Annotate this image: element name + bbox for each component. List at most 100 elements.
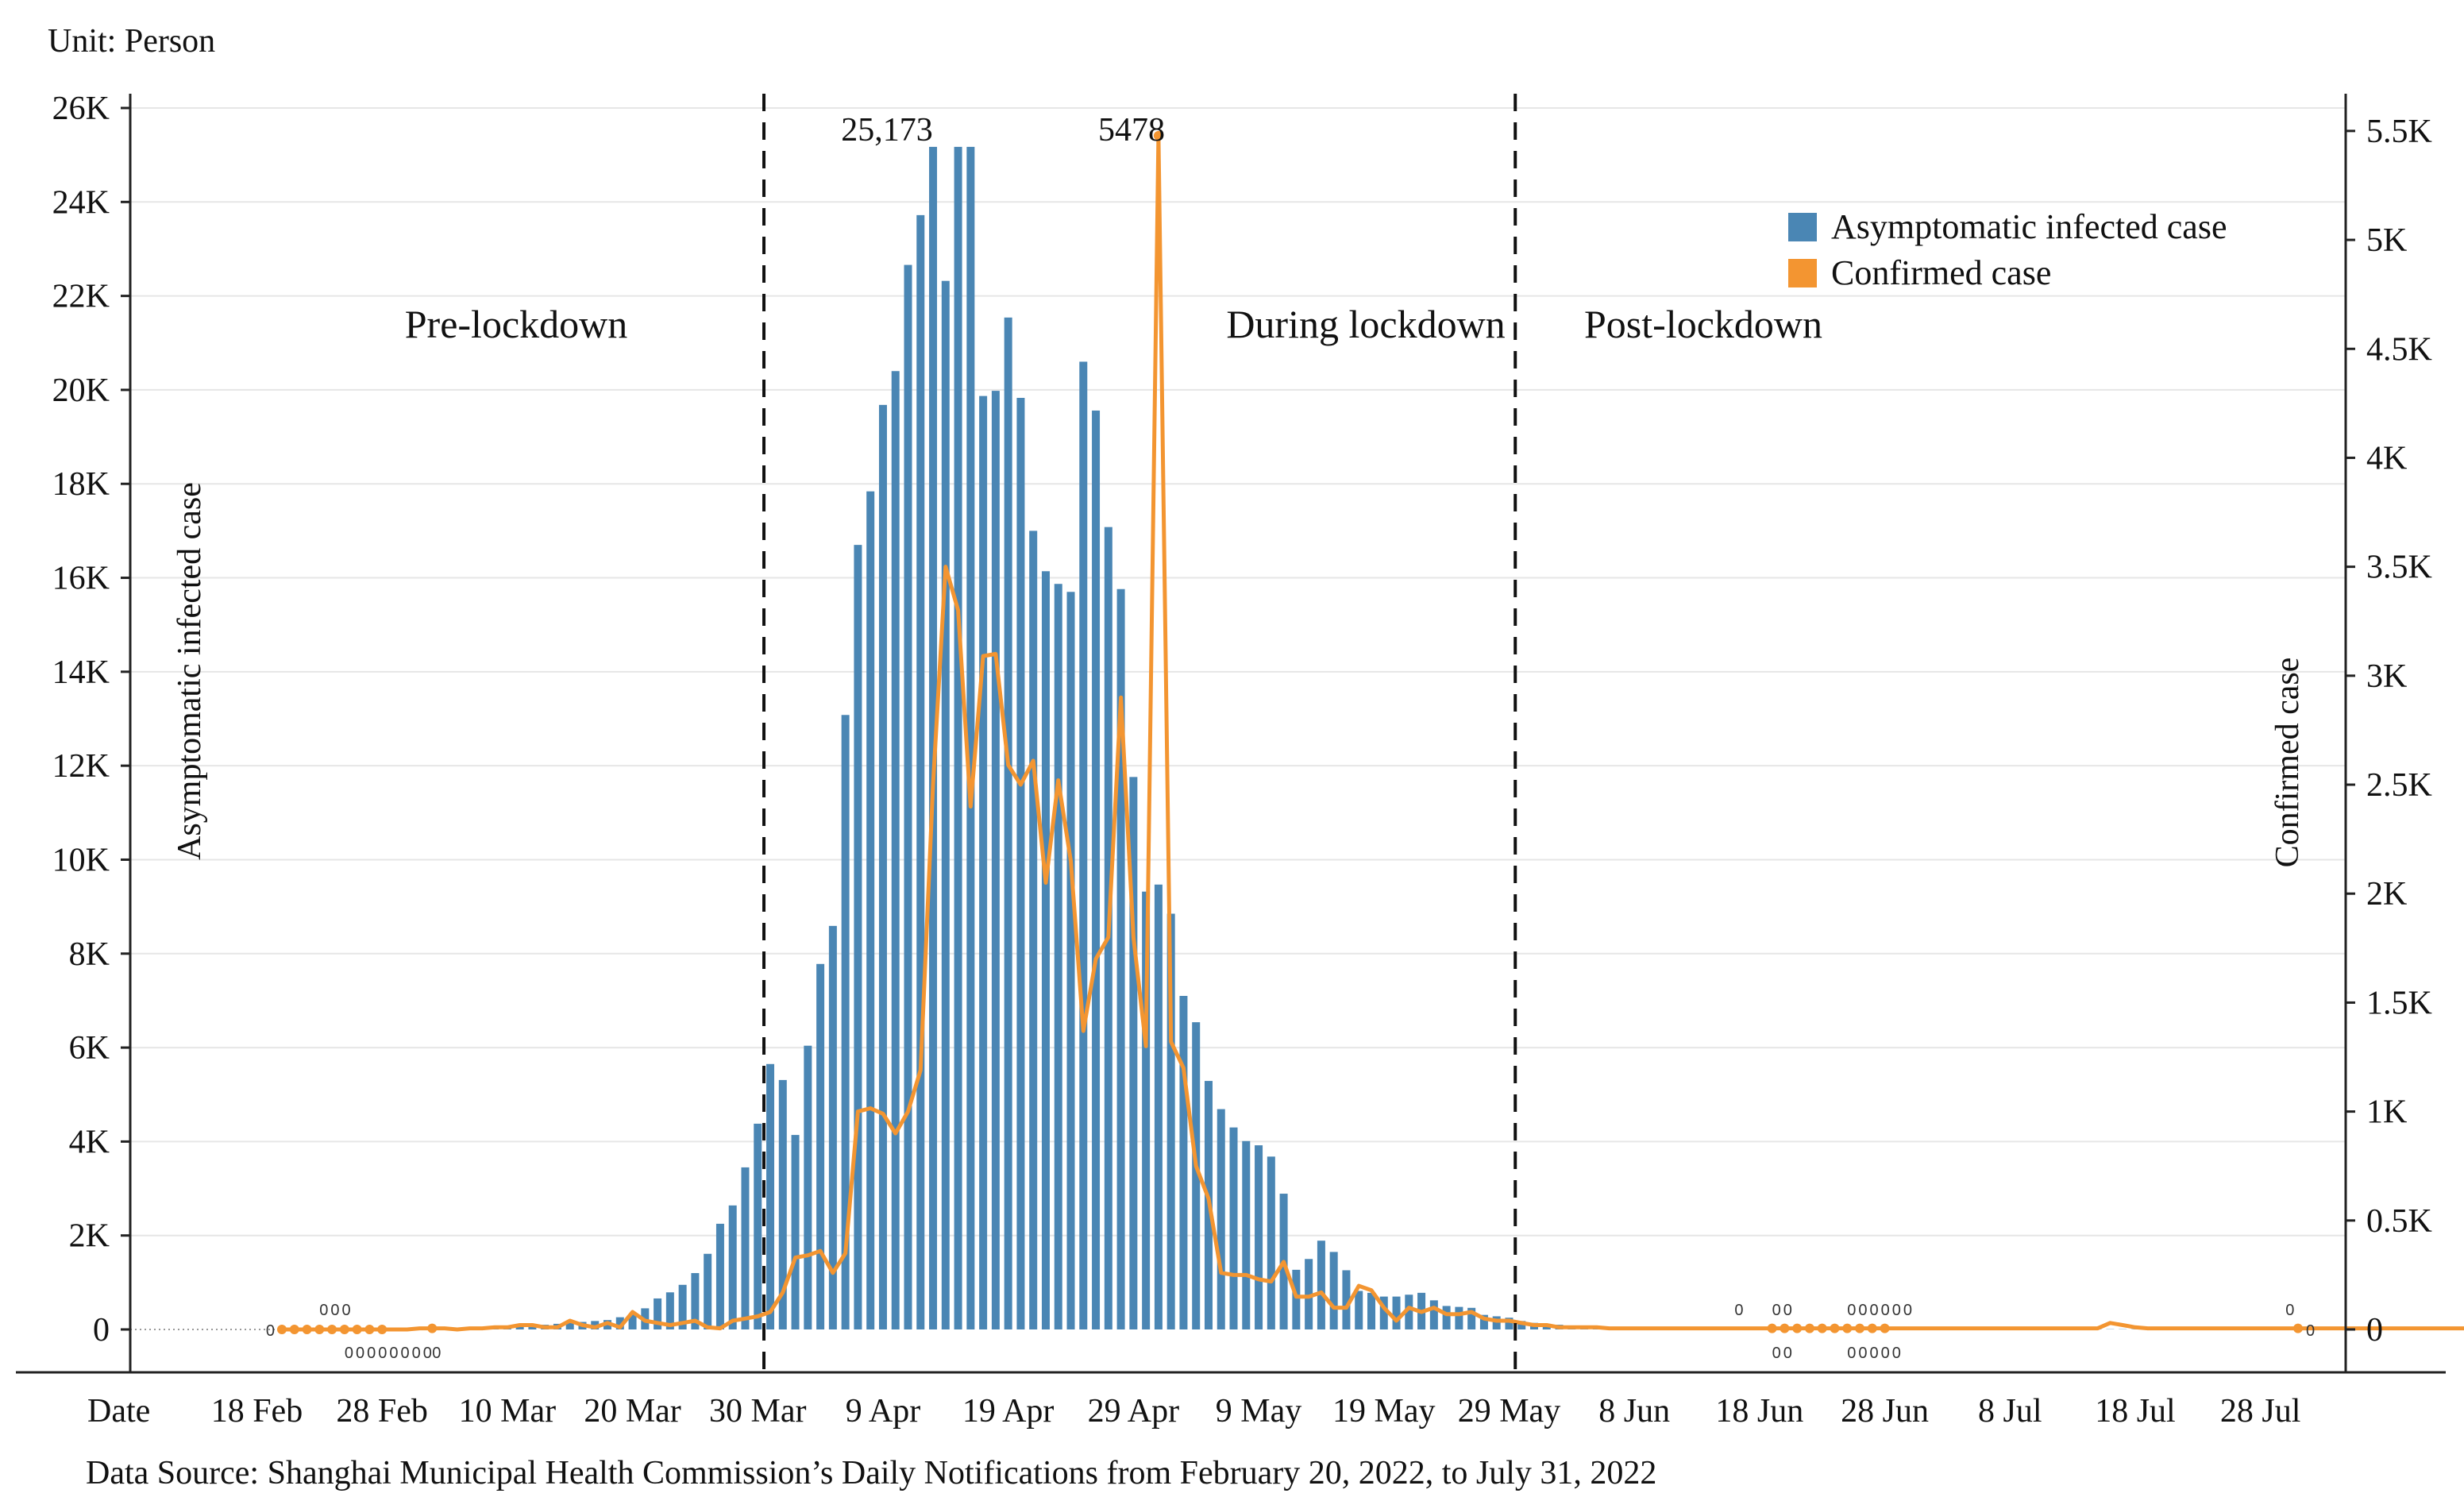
confirmed-point <box>1880 1323 1890 1333</box>
x-tick-label: 9 May <box>1216 1393 1302 1430</box>
left-tick-label: 24K <box>52 184 110 221</box>
asymptomatic-bar <box>1317 1241 1325 1329</box>
zero-label: 0 <box>2306 1322 2317 1340</box>
asymptomatic-bar <box>715 1223 724 1329</box>
confirmed-point <box>427 1323 438 1333</box>
confirmed-point <box>277 1325 287 1334</box>
x-tick-label: 19 May <box>1332 1393 1436 1430</box>
asymptomatic-bar <box>816 963 825 1329</box>
asymptomatic-bar <box>1029 531 1038 1329</box>
right-tick-label: 4.5K <box>2366 331 2432 368</box>
asymptomatic-bar <box>704 1253 712 1329</box>
confirmed-point <box>1767 1323 1777 1333</box>
asymptomatic-bar <box>1492 1316 1501 1329</box>
legend-swatch-confirmed <box>1788 259 1817 287</box>
asymptomatic-bar <box>654 1298 662 1329</box>
asymptomatic-bar <box>904 264 912 1329</box>
right-axis-title: Confirmed case <box>2269 658 2306 868</box>
asymptomatic-bar <box>778 1079 787 1329</box>
confirmed-point <box>1830 1323 1840 1333</box>
asymptomatic-bar <box>766 1063 775 1329</box>
asymptomatic-bar <box>1367 1292 1375 1329</box>
unit-label: Unit: Person <box>48 23 215 60</box>
confirmed-point <box>1817 1323 1827 1333</box>
asymptomatic-bar <box>665 1292 674 1329</box>
left-tick-label: 16K <box>52 561 110 597</box>
asymptomatic-bar <box>1305 1259 1313 1329</box>
asymptomatic-bar <box>728 1205 737 1329</box>
asymptomatic-bar <box>1166 913 1175 1329</box>
x-tick-label: 19 Apr <box>962 1393 1055 1430</box>
phase-label: During lockdown <box>1226 302 1505 346</box>
asymptomatic-bar <box>966 146 975 1330</box>
asymptomatic-bar <box>929 146 938 1330</box>
asymptomatic-bar <box>1242 1140 1251 1329</box>
phase-label: Pre-lockdown <box>405 302 628 346</box>
confirmed-peak-point <box>1153 130 1163 141</box>
confirmed-point <box>1867 1323 1877 1333</box>
x-tick-label: 30 Mar <box>709 1393 806 1430</box>
asymptomatic-bar <box>1041 571 1050 1329</box>
asymptomatic-bar <box>1342 1270 1351 1329</box>
right-tick-label: 2.5K <box>2366 767 2432 804</box>
confirmed-point <box>377 1325 388 1334</box>
asymptomatic-bar <box>1142 891 1151 1329</box>
right-tick-label: 5K <box>2366 222 2407 259</box>
right-tick-label: 0.5K <box>2366 1203 2432 1240</box>
asymptomatic-bar <box>1004 317 1012 1329</box>
asymptomatic-bar <box>1255 1145 1263 1329</box>
left-tick-label: 8K <box>69 936 110 973</box>
asymptomatic-bar <box>1116 588 1125 1329</box>
asymptomatic-bar <box>1129 777 1138 1329</box>
confirmed-point <box>1780 1323 1790 1333</box>
asymptomatic-bar <box>1092 410 1101 1330</box>
asymptomatic-bar <box>515 1325 524 1329</box>
right-tick-label: 1K <box>2366 1094 2407 1131</box>
left-tick-label: 4K <box>69 1124 110 1160</box>
asymptomatic-bar <box>565 1322 574 1329</box>
left-axis-title: Asymptomatic infected case <box>172 482 208 860</box>
x-tick-label: 9 Apr <box>846 1393 921 1430</box>
asymptomatic-bar <box>691 1273 700 1329</box>
confirmed-point <box>339 1325 349 1334</box>
asymptomatic-bar <box>528 1325 537 1329</box>
asymptomatic-bar <box>891 371 900 1330</box>
legend-label-confirmed: Confirmed case <box>1831 253 2051 292</box>
asymptomatic-bar <box>841 715 850 1329</box>
confirmed-point <box>352 1325 362 1334</box>
asymptomatic-bar <box>878 404 887 1329</box>
x-tick-label: 29 May <box>1458 1393 1561 1430</box>
zero-label: 000 <box>319 1302 353 1319</box>
left-tick-label: 0 <box>93 1312 110 1349</box>
asymptomatic-bar <box>1442 1306 1451 1329</box>
confirmed-point <box>302 1325 312 1334</box>
data-source-note: Data Source: Shanghai Municipal Health C… <box>86 1455 1656 1491</box>
peak-asymptomatic-label: 25,173 <box>841 112 933 149</box>
x-tick-label: 28 Jul <box>2220 1393 2301 1430</box>
zero-label: 0 <box>2285 1302 2296 1319</box>
asymptomatic-bar <box>1455 1306 1463 1329</box>
asymptomatic-bar <box>954 146 962 1330</box>
confirmed-point <box>364 1325 375 1334</box>
phase-label: Post-lockdown <box>1584 302 1822 346</box>
left-tick-label: 26K <box>52 91 110 127</box>
left-tick-label: 14K <box>52 654 110 691</box>
asymptomatic-bar <box>1179 996 1188 1329</box>
right-tick-label: 2K <box>2366 876 2407 913</box>
zero-label: 0 <box>1734 1302 1745 1319</box>
asymptomatic-bar <box>1405 1295 1413 1329</box>
right-tick-label: 4K <box>2366 440 2407 477</box>
asymptomatic-bar <box>1479 1314 1488 1329</box>
left-tick-label: 12K <box>52 748 110 785</box>
asymptomatic-bar <box>1229 1127 1238 1329</box>
asymptomatic-bar <box>1054 584 1062 1329</box>
asymptomatic-bar <box>1429 1300 1438 1329</box>
asymptomatic-bar <box>854 545 862 1329</box>
x-tick-label: 10 Mar <box>459 1393 556 1430</box>
date-axis-label: Date <box>87 1393 150 1430</box>
asymptomatic-bar <box>828 925 837 1329</box>
asymptomatic-bar <box>1379 1296 1388 1329</box>
asymptomatic-bar <box>991 391 1000 1329</box>
asymptomatic-bar <box>804 1045 812 1329</box>
legend-label-asymptomatic: Asymptomatic infected case <box>1831 207 2227 246</box>
